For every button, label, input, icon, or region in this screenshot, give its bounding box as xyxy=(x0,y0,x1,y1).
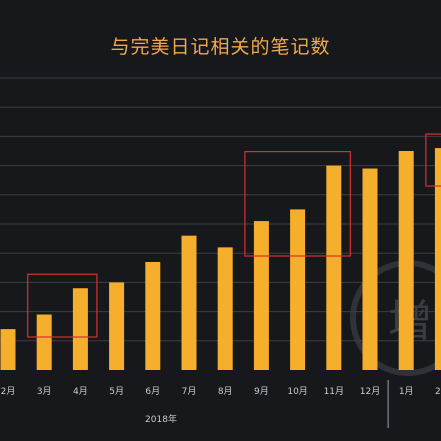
bar xyxy=(72,288,88,370)
bar xyxy=(181,235,197,370)
bar xyxy=(109,282,125,370)
x-tick-label: 2月 xyxy=(1,386,16,397)
x-tick-label: 11月 xyxy=(324,386,344,397)
bar xyxy=(0,329,16,370)
x-tick-label: 6月 xyxy=(145,386,160,397)
highlight-box xyxy=(27,273,98,338)
x-tick-label: 9月 xyxy=(254,386,269,397)
chart-title: 与完美日记相关的笔记数 xyxy=(110,36,331,58)
bar xyxy=(253,221,269,370)
x-tick-label: 1月 xyxy=(399,386,414,397)
highlight-boxes xyxy=(27,133,441,338)
x-tick-label: 12月 xyxy=(360,386,380,397)
x-tick-label: 2月 xyxy=(435,386,441,397)
bar xyxy=(362,168,378,370)
bar xyxy=(290,209,306,370)
x-tick-label: 7月 xyxy=(182,386,197,397)
bar xyxy=(145,261,161,370)
bars xyxy=(0,148,441,370)
bar xyxy=(434,148,441,370)
highlight-box xyxy=(425,133,441,187)
x-tick-label: 3月 xyxy=(37,386,52,397)
bar xyxy=(217,247,233,370)
x-tick-label: 4月 xyxy=(73,386,88,397)
x-axis: 2月 3月 4月 5月 6月 7月 8月 9月 10月 11月 12月 1月 2月 2018年 xyxy=(1,380,441,428)
bar xyxy=(36,314,52,370)
x-tick-label: 5月 xyxy=(109,386,124,397)
x-tick-label: 10月 xyxy=(287,386,307,397)
bar xyxy=(398,151,414,370)
year-label: 2018年 xyxy=(145,413,177,425)
highlight-box xyxy=(244,151,351,257)
bar xyxy=(326,165,342,370)
x-tick-label: 8月 xyxy=(218,386,233,397)
